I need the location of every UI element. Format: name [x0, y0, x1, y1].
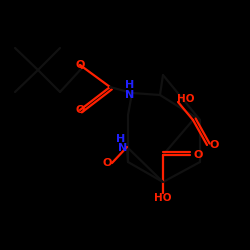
- Text: HO: HO: [154, 193, 172, 203]
- Text: O: O: [209, 140, 219, 150]
- Text: N: N: [118, 143, 128, 153]
- Text: O: O: [193, 150, 203, 160]
- Text: N: N: [126, 90, 134, 100]
- Text: O: O: [75, 105, 85, 115]
- Text: H: H: [116, 134, 126, 144]
- Text: HO: HO: [177, 94, 195, 104]
- Text: H: H: [126, 80, 134, 90]
- Text: O: O: [102, 158, 112, 168]
- Text: O: O: [75, 60, 85, 70]
